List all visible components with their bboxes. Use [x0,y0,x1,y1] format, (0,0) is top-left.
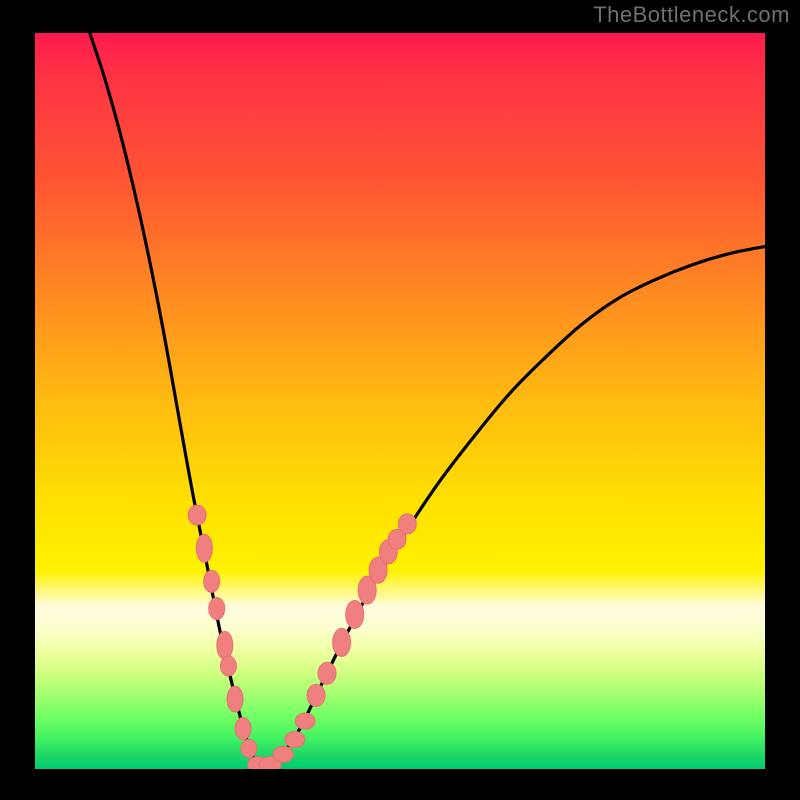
data-marker [204,570,220,592]
chart-container: TheBottleneck.com [0,0,800,800]
watermark-text: TheBottleneck.com [593,2,790,28]
curve-right-branch [258,246,765,767]
data-marker [333,628,351,656]
data-marker [398,514,416,534]
data-marker [217,631,233,659]
data-marker [295,713,315,729]
data-marker [318,662,336,684]
data-marker [273,746,293,762]
data-marker [220,656,236,676]
data-marker [285,732,305,748]
curve-overlay [0,0,800,800]
data-marker [196,534,212,562]
data-marker [188,505,206,525]
data-marker [209,598,225,620]
data-marker [346,600,364,628]
data-marker [307,684,325,706]
data-marker [235,718,251,740]
data-marker [227,686,243,712]
data-marker [241,739,257,757]
